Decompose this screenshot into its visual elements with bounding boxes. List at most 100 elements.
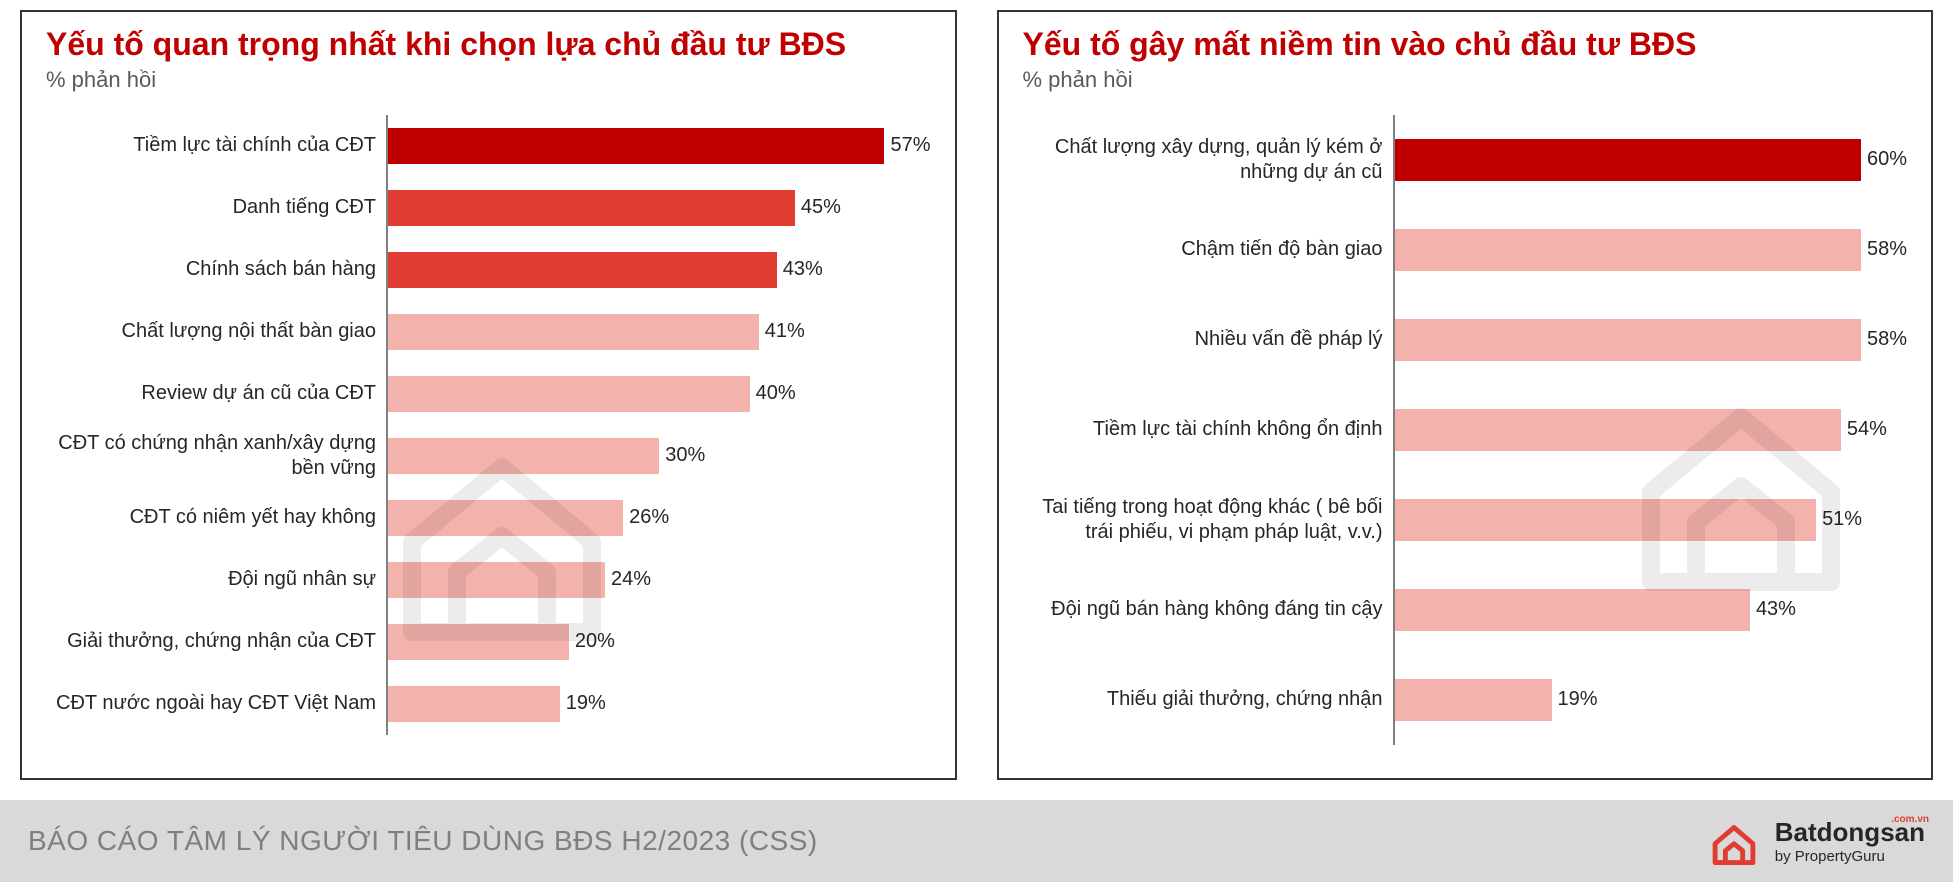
left-chart: Tiềm lực tài chính của CĐT 57% Danh tiếng … <box>46 115 931 735</box>
bar-label: CĐT nước ngoài hay CĐT Việt Nam <box>46 691 386 716</box>
chart-row: Nhiều vấn đề pháp lý 58% <box>1023 295 1908 385</box>
bar-value: 43% <box>1750 598 1796 621</box>
bar-label: Chất lượng nội thất bàn giao <box>46 319 386 344</box>
footer-text: BÁO CÁO TÂM LÝ NGƯỜI TIÊU DÙNG BĐS H2/20… <box>28 825 818 857</box>
bar-value: 58% <box>1861 238 1907 261</box>
bar-label: Thiếu giải thưởng, chứng nhận <box>1023 687 1393 712</box>
bar <box>388 438 659 474</box>
bar <box>388 686 560 722</box>
bar-value: 45% <box>795 196 841 219</box>
bar-area: 58% <box>1393 295 1908 385</box>
bar-label: Chất lượng xây dựng, quản lý kém ở những… <box>1023 135 1393 185</box>
bar-value: 51% <box>1816 508 1862 531</box>
bar-value: 20% <box>569 630 615 653</box>
bar <box>1395 319 1861 361</box>
bar-label: CĐT có chứng nhận xanh/xây dựng bền vững <box>46 431 386 481</box>
bar-area: 58% <box>1393 205 1908 295</box>
chart-row: CĐT có niêm yết hay không 26% <box>46 487 931 549</box>
bar-value: 19% <box>1552 688 1598 711</box>
right-title: Yếu tố gây mất niềm tin vào chủ đầu tư B… <box>1023 26 1908 63</box>
bar <box>1395 679 1552 721</box>
bar <box>388 376 750 412</box>
bar-label: Chính sách bán hàng <box>46 257 386 282</box>
chart-row: CĐT có chứng nhận xanh/xây dựng bền vững… <box>46 425 931 487</box>
chart-row: Chất lượng nội thất bàn giao 41% <box>46 301 931 363</box>
right-subtitle: % phản hồi <box>1023 67 1908 93</box>
chart-row: Chính sách bán hàng 43% <box>46 239 931 301</box>
chart-row: Giải thưởng, chứng nhận của CĐT 20% <box>46 611 931 673</box>
bar-value: 60% <box>1861 148 1907 171</box>
chart-row: Tiềm lực tài chính không ổn định 54% <box>1023 385 1908 475</box>
left-panel: Yếu tố quan trọng nhất khi chọn lựa chủ … <box>20 10 957 780</box>
left-subtitle: % phản hồi <box>46 67 931 93</box>
brand-logo: Batdongsan.com.vn by PropertyGuru <box>1707 814 1925 868</box>
chart-row: Thiếu giải thưởng, chứng nhận 19% <box>1023 655 1908 745</box>
bar <box>1395 139 1861 181</box>
chart-row: Chất lượng xây dựng, quản lý kém ở những… <box>1023 115 1908 205</box>
chart-row: Tiềm lực tài chính của CĐT 57% <box>46 115 931 177</box>
bar-area: 43% <box>386 239 931 301</box>
brand-text: Batdongsan.com.vn by PropertyGuru <box>1775 817 1925 865</box>
chart-row: Tai tiếng trong hoạt động khác ( bê bối … <box>1023 475 1908 565</box>
brand-suffix: .com.vn <box>1891 814 1929 825</box>
bar <box>1395 229 1861 271</box>
right-panel: Yếu tố gây mất niềm tin vào chủ đầu tư B… <box>997 10 1934 780</box>
right-chart: Chất lượng xây dựng, quản lý kém ở những… <box>1023 115 1908 745</box>
bar-label: Review dự án cũ của CĐT <box>46 381 386 406</box>
bar-value: 26% <box>623 506 669 529</box>
bar-area: 19% <box>386 673 931 735</box>
bar-area: 43% <box>1393 565 1908 655</box>
bar-area: 57% <box>386 115 931 177</box>
bar <box>388 314 759 350</box>
bar-area: 40% <box>386 363 931 425</box>
bar-area: 41% <box>386 301 931 363</box>
bar-value: 40% <box>750 382 796 405</box>
bar-area: 60% <box>1393 115 1908 205</box>
bar-label: Giải thưởng, chứng nhận của CĐT <box>46 629 386 654</box>
chart-row: Danh tiếng CĐT 45% <box>46 177 931 239</box>
bar <box>1395 589 1750 631</box>
bar-area: 20% <box>386 611 931 673</box>
bar-value: 24% <box>605 568 651 591</box>
bar-value: 41% <box>759 320 805 343</box>
footer: BÁO CÁO TÂM LÝ NGƯỜI TIÊU DÙNG BĐS H2/20… <box>0 800 1953 882</box>
bar-area: 54% <box>1393 385 1908 475</box>
chart-row: Đội ngũ nhân sự 24% <box>46 549 931 611</box>
brand-house-icon <box>1707 814 1761 868</box>
bar-label: CĐT có niêm yết hay không <box>46 505 386 530</box>
bar-value: 58% <box>1861 328 1907 351</box>
left-title: Yếu tố quan trọng nhất khi chọn lựa chủ … <box>46 26 931 63</box>
chart-row: CĐT nước ngoài hay CĐT Việt Nam 19% <box>46 673 931 735</box>
bar-area: 51% <box>1393 475 1908 565</box>
bar-value: 30% <box>659 444 705 467</box>
bar-label: Chậm tiến độ bàn giao <box>1023 237 1393 262</box>
bar-area: 24% <box>386 549 931 611</box>
bar <box>388 500 623 536</box>
bar <box>388 562 605 598</box>
bar <box>388 190 795 226</box>
bar-label: Đội ngũ nhân sự <box>46 567 386 592</box>
brand-byline: by PropertyGuru <box>1775 848 1925 865</box>
chart-row: Đội ngũ bán hàng không đáng tin cậy 43% <box>1023 565 1908 655</box>
chart-row: Review dự án cũ của CĐT 40% <box>46 363 931 425</box>
bar <box>1395 499 1817 541</box>
bar-label: Tiềm lực tài chính không ổn định <box>1023 417 1393 442</box>
chart-row: Chậm tiến độ bàn giao 58% <box>1023 205 1908 295</box>
bar-value: 43% <box>777 258 823 281</box>
bar-label: Danh tiếng CĐT <box>46 195 386 220</box>
bar-label: Đội ngũ bán hàng không đáng tin cậy <box>1023 597 1393 622</box>
bar-area: 30% <box>386 425 931 487</box>
bar <box>388 252 777 288</box>
bar-value: 19% <box>560 692 606 715</box>
bar-value: 57% <box>884 134 930 157</box>
bar <box>388 128 884 164</box>
bar-area: 19% <box>1393 655 1908 745</box>
bar-area: 45% <box>386 177 931 239</box>
bar <box>388 624 569 660</box>
bar-label: Tai tiếng trong hoạt động khác ( bê bối … <box>1023 495 1393 545</box>
bar-label: Tiềm lực tài chính của CĐT <box>46 133 386 158</box>
bar <box>1395 409 1841 451</box>
bar-value: 54% <box>1841 418 1887 441</box>
bar-area: 26% <box>386 487 931 549</box>
bar-label: Nhiều vấn đề pháp lý <box>1023 327 1393 352</box>
